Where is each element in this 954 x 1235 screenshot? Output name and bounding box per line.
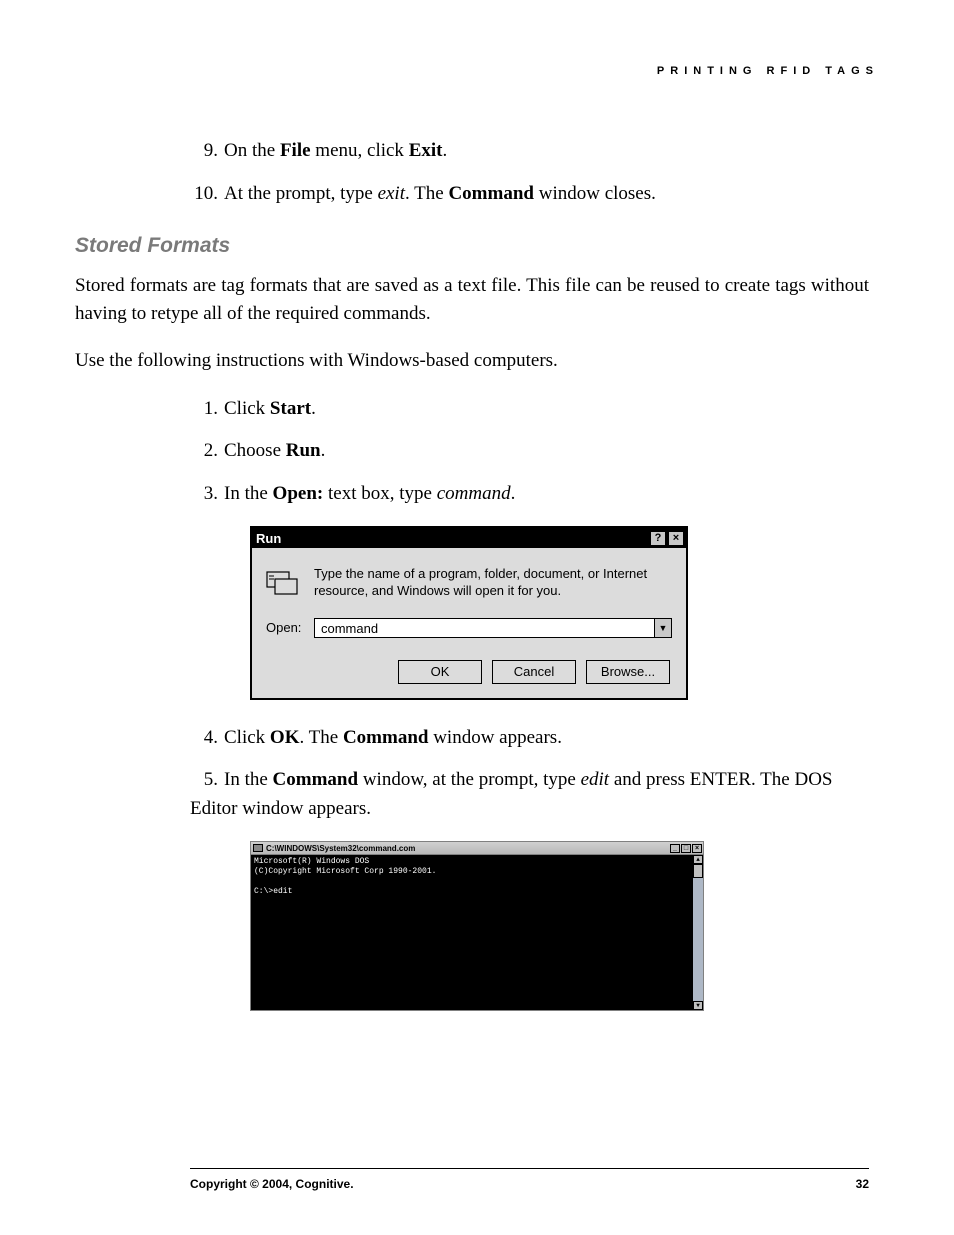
cmd-title: C:\WINDOWS\System32\command.com <box>266 844 415 853</box>
dropdown-button[interactable]: ▼ <box>654 618 672 638</box>
step-10-text: At the prompt, type exit. The Command wi… <box>224 183 656 204</box>
step-num-2: 2. <box>190 437 218 466</box>
cmd-titlebar: C:\WINDOWS\System32\command.com _ □ × <box>251 842 703 855</box>
run-description: Type the name of a program, folder, docu… <box>314 566 672 600</box>
run-title: Run <box>256 531 281 546</box>
step-3-text: In the Open: text box, type command. <box>224 483 515 504</box>
step-10: 10. At the prompt, type exit. The Command… <box>190 180 869 209</box>
copyright: Copyright © 2004, Cognitive. <box>190 1177 354 1191</box>
msdos-icon <box>253 844 263 852</box>
step-num-3: 3. <box>190 480 218 509</box>
step-num-1: 1. <box>190 395 218 424</box>
step-5-text: In the Command window, at the prompt, ty… <box>190 769 832 819</box>
cmd-close-button[interactable]: × <box>692 844 702 853</box>
step-num-4: 4. <box>190 724 218 753</box>
step-2-text: Choose Run. <box>224 440 325 461</box>
step-2: 2. Choose Run. <box>190 437 869 466</box>
command-window: C:\WINDOWS\System32\command.com _ □ × Mi… <box>250 841 704 1011</box>
step-5: 5.In the Command window, at the prompt, … <box>190 766 869 823</box>
close-button[interactable]: × <box>668 531 684 546</box>
step-9: 9. On the File menu, click Exit. <box>190 137 869 166</box>
help-button[interactable]: ? <box>650 531 666 546</box>
page-footer: Copyright © 2004, Cognitive. 32 <box>190 1168 869 1191</box>
step-num-9: 9. <box>190 137 218 166</box>
paragraph-1: Stored formats are tag formats that are … <box>75 272 869 327</box>
step-num-5: 5. <box>190 766 218 795</box>
run-titlebar: Run ? × <box>252 528 686 548</box>
open-input[interactable]: command <box>314 618 654 638</box>
open-label: Open: <box>266 620 300 635</box>
scroll-thumb[interactable] <box>693 864 703 878</box>
cmd-body[interactable]: Microsoft(R) Windows DOS (C)Copyright Mi… <box>251 855 693 1010</box>
run-icon <box>266 568 300 596</box>
scroll-down-icon[interactable]: ▼ <box>693 1001 703 1010</box>
maximize-button[interactable]: □ <box>681 844 691 853</box>
step-1-text: Click Start. <box>224 398 316 419</box>
step-3: 3. In the Open: text box, type command. <box>190 480 869 509</box>
step-4-text: Click OK. The Command window appears. <box>224 727 562 748</box>
section-title: Stored Formats <box>75 234 869 258</box>
step-1: 1. Click Start. <box>190 395 869 424</box>
browse-button[interactable]: Browse... <box>586 660 670 684</box>
step-9-text: On the File menu, click Exit. <box>224 140 447 161</box>
run-dialog: Run ? × <box>250 526 688 700</box>
cancel-button[interactable]: Cancel <box>492 660 576 684</box>
cmd-scrollbar[interactable]: ▲ ▼ <box>693 855 703 1010</box>
step-num-10: 10. <box>190 180 218 209</box>
paragraph-2: Use the following instructions with Wind… <box>75 347 869 375</box>
scroll-up-icon[interactable]: ▲ <box>693 855 703 864</box>
page-header: PRINTING RFID TAGS <box>75 65 879 77</box>
minimize-button[interactable]: _ <box>670 844 680 853</box>
step-4: 4. Click OK. The Command window appears. <box>190 724 869 753</box>
ok-button[interactable]: OK <box>398 660 482 684</box>
page-number: 32 <box>856 1177 869 1191</box>
